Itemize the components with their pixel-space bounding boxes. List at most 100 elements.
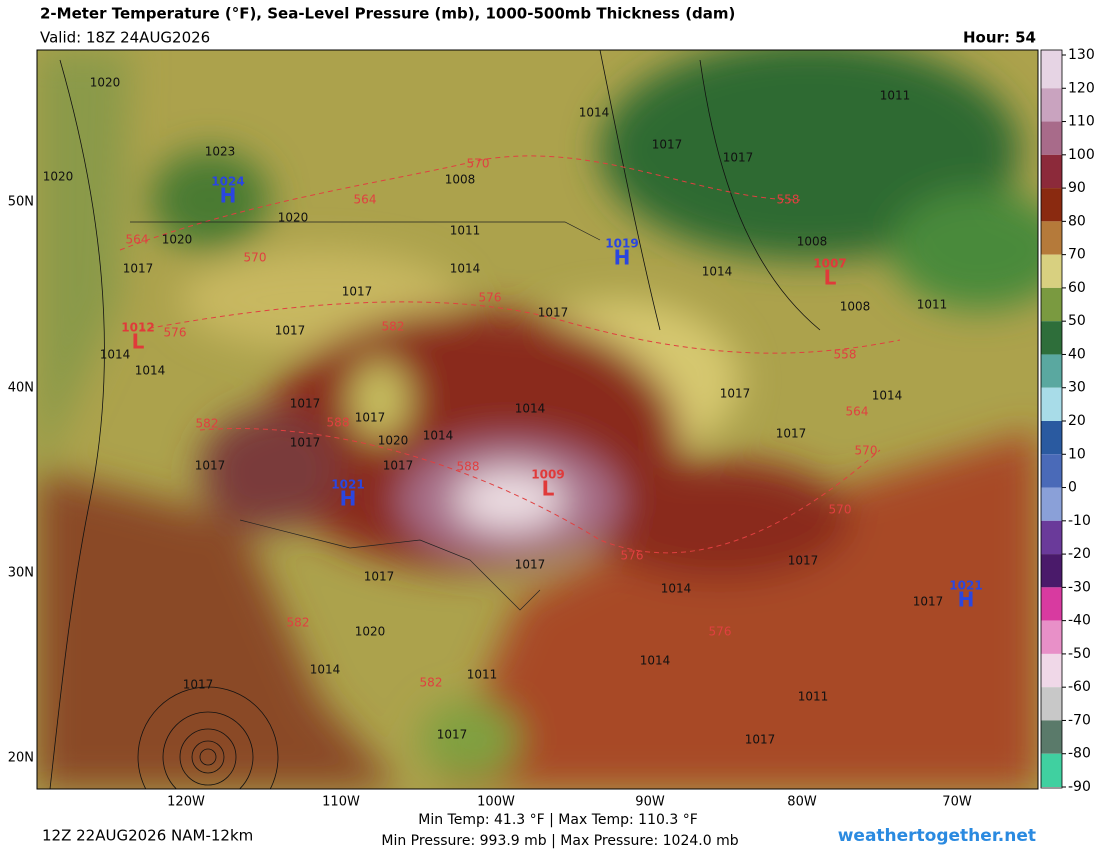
thickness-label: 564 <box>846 405 869 419</box>
isobar-label: 1011 <box>880 89 911 103</box>
site-name: weathertogether.net <box>838 826 1036 846</box>
thickness-label: 564 <box>354 193 377 207</box>
center-pressure: 1021 <box>949 579 982 593</box>
colorbar-label: 60 <box>1068 280 1086 296</box>
isobar-label: 1020 <box>90 76 121 90</box>
latitude-label: 20N <box>8 751 34 766</box>
isobar-label: 1017 <box>383 459 414 473</box>
borders <box>130 221 601 611</box>
color-segment <box>1041 620 1062 654</box>
thickness-label: 564 <box>126 233 149 247</box>
thickness-label: 576 <box>479 291 502 305</box>
isobar-label: 1017 <box>776 427 807 441</box>
isobar-label: 1011 <box>917 298 948 312</box>
temp-range: Min Temp: 41.3 °F | Max Temp: 110.3 °F <box>418 812 698 828</box>
isobar-label: 1017 <box>437 728 468 742</box>
colorbar-label: 90 <box>1068 180 1086 196</box>
thickness-label: 582 <box>382 320 405 334</box>
isobar-label: 1017 <box>723 151 754 165</box>
latitude-label: 50N <box>8 195 34 210</box>
color-segment <box>1041 387 1062 421</box>
isobar-label: 1017 <box>123 262 154 276</box>
latitude-label: 40N <box>8 381 34 396</box>
center-letter: H <box>958 588 975 612</box>
colorbar-label: 40 <box>1068 346 1086 362</box>
thickness-label: 582 <box>287 616 310 630</box>
color-segment <box>1041 321 1062 355</box>
color-segment <box>1041 254 1062 288</box>
isobar-label: 1023 <box>205 145 236 159</box>
isobar-label: 1014 <box>579 106 610 120</box>
thickness-label: 570 <box>467 157 490 171</box>
isobars <box>49 50 821 789</box>
color-segment <box>1041 520 1062 555</box>
thickness-label: 588 <box>457 460 480 474</box>
isobar-label: 1014 <box>872 389 903 403</box>
thickness-lines <box>119 155 901 554</box>
isobar-label: 1017 <box>745 733 776 747</box>
center-letter: H <box>340 487 357 511</box>
colorbar-label: -60 <box>1068 679 1091 695</box>
colorbar-label: 110 <box>1068 114 1095 130</box>
map-field <box>37 50 1038 789</box>
isobar-label: 1008 <box>840 300 871 314</box>
isobar-label: 1014 <box>100 348 131 362</box>
color-segment <box>1041 154 1062 189</box>
colorbar-label: -90 <box>1068 779 1091 795</box>
color-segment <box>1041 720 1062 754</box>
isobar-label: 1020 <box>378 434 409 448</box>
colorbar-label: 80 <box>1068 213 1086 229</box>
color-segment <box>1041 687 1062 721</box>
isobar-label: 1017 <box>195 459 226 473</box>
center-pressure: 1012 <box>121 321 154 335</box>
isobar-label: 1017 <box>355 411 386 425</box>
map-frame <box>36 49 1039 790</box>
isobar-label: 1014 <box>640 654 671 668</box>
colorbar-label: 100 <box>1068 147 1095 163</box>
isobar-label: 1011 <box>798 690 829 704</box>
isobar-label: 1017 <box>788 554 819 568</box>
latitude-label: 30N <box>8 566 34 581</box>
color-segment <box>1041 121 1062 155</box>
isobar-label: 1017 <box>913 595 944 609</box>
model-run: 12Z 22AUG2026 NAM-12km <box>42 827 253 845</box>
thickness-label: 582 <box>420 676 443 690</box>
thickness-label: 558 <box>777 193 800 207</box>
color-segment <box>1041 50 1062 89</box>
isobar-label: 1014 <box>135 364 166 378</box>
longitude-label: 100W <box>477 795 515 810</box>
longitude-label: 120W <box>167 795 205 810</box>
thickness-label: 570 <box>829 503 852 517</box>
color-segment <box>1041 487 1062 521</box>
valid-time: Valid: 18Z 24AUG2026 <box>40 29 210 47</box>
thickness-label: 576 <box>164 326 187 340</box>
thickness-label: 582 <box>196 417 219 431</box>
isobar-label: 1014 <box>515 402 546 416</box>
longitude-label: 90W <box>635 795 665 810</box>
pressure-range: Min Pressure: 993.9 mb | Max Pressure: 1… <box>381 833 738 849</box>
center-pressure: 1021 <box>331 478 364 492</box>
color-segment <box>1041 653 1062 688</box>
isobar-label: 1017 <box>275 324 306 338</box>
isobar-label: 1014 <box>423 429 454 443</box>
color-segment <box>1041 88 1062 122</box>
isobar-label: 1014 <box>450 262 481 276</box>
isobar-label: 1008 <box>797 235 828 249</box>
longitude-label: 70W <box>942 795 972 810</box>
isobar-label: 1014 <box>310 663 341 677</box>
colorbar-label: -40 <box>1068 613 1091 629</box>
center-letter: L <box>824 266 837 290</box>
isobar-label: 1017 <box>290 397 321 411</box>
color-segment <box>1041 287 1062 322</box>
color-segment <box>1041 587 1062 621</box>
isobar-label: 1017 <box>652 138 683 152</box>
center-pressure: 1007 <box>813 257 846 271</box>
forecast-hour: Hour: 54 <box>963 29 1036 47</box>
center-letter: L <box>542 477 555 501</box>
isobar-label: 1017 <box>183 678 214 692</box>
colorbar-label: -20 <box>1068 546 1091 562</box>
center-letter: L <box>132 330 145 354</box>
center-pressure: 1009 <box>531 468 564 482</box>
thickness-label: 558 <box>834 348 857 362</box>
